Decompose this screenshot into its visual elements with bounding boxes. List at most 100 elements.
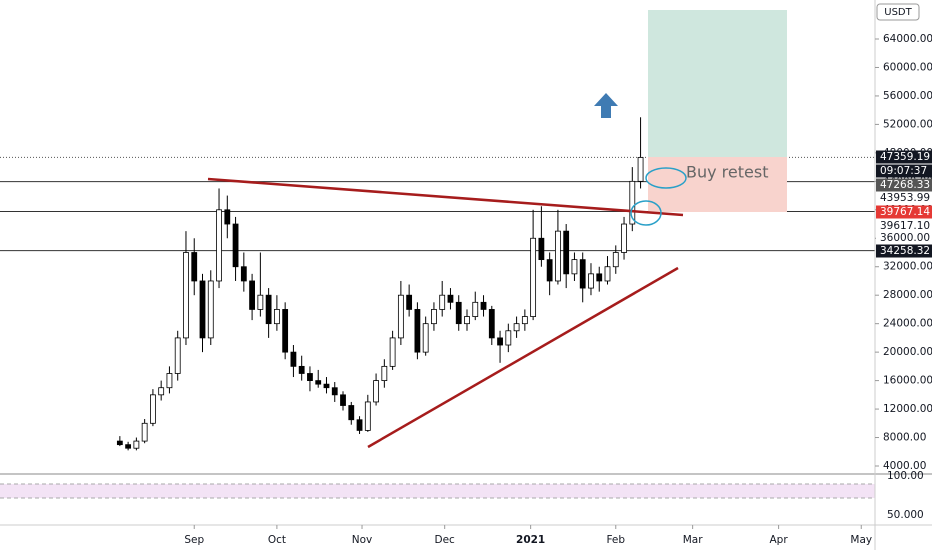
candle-body: [166, 373, 173, 389]
y-tick-label: 12000.00: [883, 403, 932, 415]
circle-mark: [645, 167, 687, 189]
price-label: 47359.19: [880, 151, 930, 163]
y-tick-label: 60000.00: [883, 61, 932, 73]
x-tick-label: Apr: [770, 534, 789, 546]
price-label: 39767.14: [880, 206, 930, 218]
candle-body: [133, 440, 140, 449]
candle-body: [125, 444, 132, 449]
candle-body: [141, 422, 148, 442]
loss-zone: [648, 157, 787, 212]
candle-body: [596, 273, 603, 282]
candle-body: [497, 337, 503, 346]
candle-body: [621, 223, 627, 253]
candle-body: [604, 266, 611, 282]
price-label-bg: [876, 150, 932, 164]
price-label: 36000.00: [880, 232, 930, 244]
y-tick-label: 28000.00: [883, 289, 932, 301]
candle-body: [174, 337, 181, 374]
rsi-band: [0, 484, 875, 498]
price-label-bg: [876, 205, 932, 219]
y-tick-label: 8000.00: [883, 432, 926, 444]
candle-body: [588, 273, 594, 289]
candle-body: [406, 294, 413, 310]
candle-body: [340, 394, 346, 406]
price-label-bg: [876, 191, 932, 205]
candle-body: [422, 323, 429, 353]
arrow-up: [594, 93, 618, 118]
candle-body: [364, 401, 371, 431]
x-tick-label: Dec: [435, 534, 456, 546]
candle-body: [307, 373, 313, 382]
candle-body: [224, 209, 231, 225]
x-tick-label: May: [850, 534, 872, 546]
candle-body: [249, 280, 255, 310]
candle-body: [546, 259, 553, 282]
candle-body: [538, 237, 545, 261]
candle-body: [116, 440, 123, 446]
candle-body: [431, 309, 437, 325]
rsi-label: 100.00: [887, 470, 924, 482]
candle-body: [240, 266, 247, 282]
candle-body: [298, 365, 305, 374]
y-tick-label: 64000.00: [883, 33, 932, 45]
annotation: Buy retest: [686, 163, 768, 182]
y-tick-label: 4000.00: [883, 460, 926, 472]
candle-body: [480, 301, 487, 310]
y-tick-label: 52000.00: [883, 118, 932, 130]
candle-body: [273, 309, 280, 325]
candle-body: [158, 387, 165, 396]
candle-body: [207, 280, 214, 339]
candle-body: [455, 301, 462, 325]
candle-body: [265, 294, 272, 325]
candle-body: [637, 157, 644, 182]
price-label-bg: [876, 231, 932, 245]
circle-mark: [630, 200, 662, 226]
price-label-bg: [876, 164, 932, 178]
candle-body: [389, 337, 396, 367]
candle-body: [530, 237, 537, 317]
candle-body: [323, 383, 330, 389]
candle-body: [555, 230, 561, 282]
y-tick-label: 20000.00: [883, 346, 932, 358]
candle-body: [488, 309, 495, 339]
x-tick-label: Sep: [184, 534, 204, 546]
candle-body: [381, 365, 388, 382]
candle-body: [563, 230, 570, 275]
candle-body: [439, 294, 446, 310]
candle-body: [331, 387, 338, 396]
candle-body: [571, 259, 578, 275]
candle-body: [356, 419, 363, 431]
y-tick-label: 16000.00: [883, 375, 932, 387]
y-tick-label: 56000.00: [883, 90, 932, 102]
candle-body: [373, 380, 379, 403]
rsi-label: 50.000: [887, 509, 924, 521]
candle-body: [282, 309, 289, 353]
candle-body: [612, 252, 619, 268]
candle-body: [232, 223, 239, 268]
candle-body: [191, 252, 198, 282]
axes: 4000.00 8000.00 12000.00 16000.00 20000.00 24…: [184, 33, 932, 546]
candles: [116, 117, 644, 451]
price-label: 43953.99: [880, 192, 930, 204]
candle-body: [629, 180, 636, 225]
candle-body: [199, 280, 206, 339]
currency: USDT: [884, 7, 912, 18]
price-label-bg: [876, 178, 932, 192]
trend-line: [367, 266, 679, 449]
x-tick-label: 2021: [516, 534, 545, 546]
y-tick-label: 24000.00: [883, 318, 932, 330]
profit-zone: [648, 10, 787, 157]
candle-body: [348, 405, 355, 421]
x-tick-label: Oct: [268, 534, 286, 546]
price-label: 09:07:37: [880, 165, 927, 177]
candle-body: [216, 209, 222, 282]
candle-body: [505, 330, 512, 346]
x-tick-label: Feb: [606, 534, 625, 546]
price-label-bg: [876, 244, 932, 258]
trend-line: [207, 177, 684, 217]
currency-badge: [876, 3, 920, 21]
y-tick-label: 32000.00: [883, 261, 932, 273]
